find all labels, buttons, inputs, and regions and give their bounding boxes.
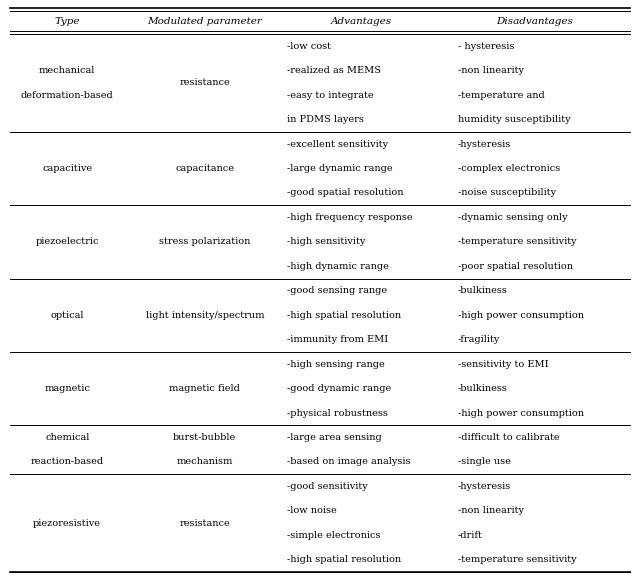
Text: -simple electronics: -simple electronics [287,531,380,540]
Text: burst-bubble: burst-bubble [173,433,236,442]
Text: mechanism: mechanism [177,457,233,466]
Text: -realized as MEMS: -realized as MEMS [287,66,381,75]
Text: resistance: resistance [179,78,230,87]
Text: -temperature and: -temperature and [458,91,545,99]
Text: -difficult to calibrate: -difficult to calibrate [458,433,559,442]
Text: -complex electronics: -complex electronics [458,164,560,173]
Text: -high sensing range: -high sensing range [287,360,385,369]
Text: -drift: -drift [458,531,483,540]
Text: -large area sensing: -large area sensing [287,433,381,442]
Text: -dynamic sensing only: -dynamic sensing only [458,213,567,222]
Text: piezoelectric: piezoelectric [35,238,99,246]
Text: -excellent sensitivity: -excellent sensitivity [287,140,388,149]
Text: -non linearity: -non linearity [458,66,524,75]
Text: chemical: chemical [45,433,90,442]
Text: -high sensitivity: -high sensitivity [287,238,365,246]
Text: Type: Type [54,16,80,26]
Text: -fragility: -fragility [458,335,500,344]
Text: -low noise: -low noise [287,507,337,515]
Text: -high spatial resolution: -high spatial resolution [287,555,401,565]
Text: Advantages: Advantages [331,16,392,26]
Text: magnetic: magnetic [44,384,90,393]
Text: -high frequency response: -high frequency response [287,213,412,222]
Text: capacitance: capacitance [175,164,234,173]
Text: -hysteresis: -hysteresis [458,140,511,149]
Text: -non linearity: -non linearity [458,507,524,515]
Text: -easy to integrate: -easy to integrate [287,91,373,99]
Text: -good sensitivity: -good sensitivity [287,482,367,491]
Text: -hysteresis: -hysteresis [458,482,511,491]
Text: mechanical: mechanical [39,66,95,75]
Text: reaction-based: reaction-based [31,457,104,466]
Text: -good sensing range: -good sensing range [287,286,387,295]
Text: capacitive: capacitive [42,164,92,173]
Text: -temperature sensitivity: -temperature sensitivity [458,238,576,246]
Text: -good spatial resolution: -good spatial resolution [287,188,403,198]
Text: -sensitivity to EMI: -sensitivity to EMI [458,360,548,369]
Text: Modulated parameter: Modulated parameter [147,16,262,26]
Text: piezoresistive: piezoresistive [33,518,101,528]
Text: stress polarization: stress polarization [159,238,250,246]
Text: light intensity/spectrum: light intensity/spectrum [145,311,264,320]
Text: - hysteresis: - hysteresis [458,42,514,51]
Text: deformation-based: deformation-based [21,91,113,99]
Text: -bulkiness: -bulkiness [458,286,508,295]
Text: -single use: -single use [458,457,511,466]
Text: -based on image analysis: -based on image analysis [287,457,410,466]
Text: -high dynamic range: -high dynamic range [287,262,388,271]
Text: -high power consumption: -high power consumption [458,311,584,320]
Text: -bulkiness: -bulkiness [458,384,508,393]
Text: -poor spatial resolution: -poor spatial resolution [458,262,573,271]
Text: -low cost: -low cost [287,42,331,51]
Text: -noise susceptibility: -noise susceptibility [458,188,556,198]
Text: optical: optical [51,311,84,320]
Text: -high power consumption: -high power consumption [458,408,584,418]
Text: magnetic field: magnetic field [170,384,240,393]
Text: -physical robustness: -physical robustness [287,408,388,418]
Text: -good dynamic range: -good dynamic range [287,384,391,393]
Text: -large dynamic range: -large dynamic range [287,164,392,173]
Text: resistance: resistance [179,518,230,528]
Text: -high spatial resolution: -high spatial resolution [287,311,401,320]
Text: Disadvantages: Disadvantages [496,16,573,26]
Text: in PDMS layers: in PDMS layers [287,115,364,124]
Text: -temperature sensitivity: -temperature sensitivity [458,555,576,565]
Text: -immunity from EMI: -immunity from EMI [287,335,388,344]
Text: humidity susceptibility: humidity susceptibility [458,115,570,124]
